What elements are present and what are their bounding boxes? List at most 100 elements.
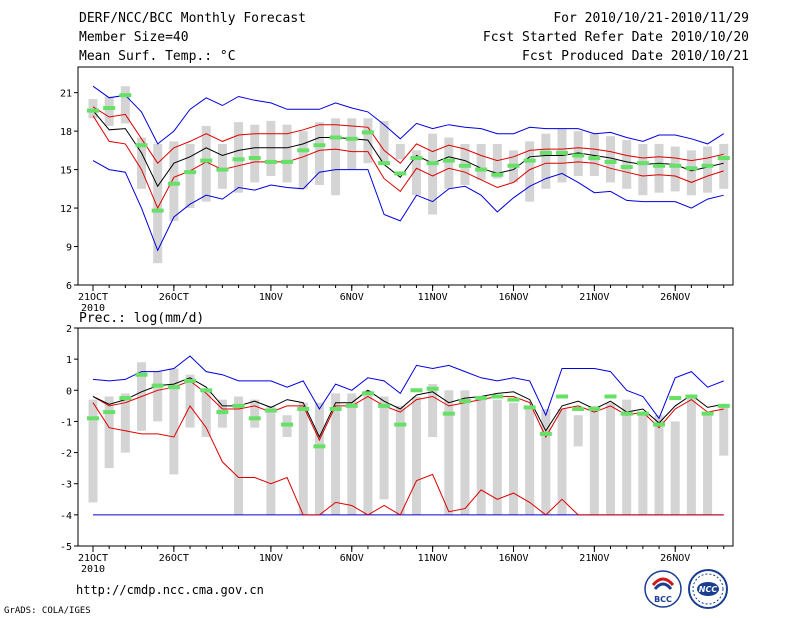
precip-range-box <box>638 415 648 515</box>
precip-range-box <box>606 402 616 515</box>
temp-range-box <box>217 143 227 189</box>
precip-range-box <box>719 405 729 456</box>
precip-range-box <box>266 405 276 515</box>
ncc-logo-icon: NCC <box>688 569 728 609</box>
temp-median-marker <box>232 157 245 162</box>
precip-range-box <box>201 390 211 437</box>
temp-variable-label: Mean Surf. Temp.: °C <box>79 49 236 64</box>
footer-url[interactable]: http://cmdp.ncc.cma.gov.cn <box>76 583 264 597</box>
temp-median-marker <box>604 159 617 164</box>
precip-range-box <box>508 402 518 515</box>
precip-median-marker <box>345 403 358 408</box>
temp-range-box <box>638 143 648 196</box>
precip-range-box <box>185 374 195 428</box>
precip-range-box <box>622 399 632 515</box>
temp-range-box <box>444 137 454 189</box>
temp-range-box <box>622 140 632 189</box>
precip-range-box <box>120 393 130 453</box>
precip-range-box <box>395 405 405 515</box>
precip-median-marker <box>378 403 391 408</box>
precip-median-marker <box>556 394 569 399</box>
precip-x-tick-label: 16NOV <box>498 553 528 564</box>
precip-x-tick-year-label: 2010 <box>81 564 105 575</box>
precip-y-tick-label: -5 <box>60 542 72 553</box>
precip-x-tick-label: 6NOV <box>340 553 364 564</box>
temp-median-marker <box>523 158 536 163</box>
forecast-started-label: Fcst Started Refer Date 2010/10/20 <box>482 30 749 45</box>
temp-x-tick-year-label: 2010 <box>81 303 105 314</box>
temp-y-tick-label: 15 <box>60 166 72 177</box>
precip-median-marker <box>394 422 407 427</box>
temp-range-box <box>250 124 260 183</box>
precip-median-marker <box>119 396 132 401</box>
precip-median-marker <box>717 403 730 408</box>
precip-median-marker <box>701 411 714 416</box>
chart-title: DERF/NCC/BCC Monthly Forecast <box>79 11 306 26</box>
temp-median-marker <box>103 106 116 111</box>
precip-median-marker <box>264 408 277 413</box>
precip-max-line <box>92 355 724 420</box>
precip-median-marker <box>103 410 116 415</box>
temp-x-tick-label: 21OCT <box>78 292 108 303</box>
temp-range-box <box>282 124 292 183</box>
temp-x-tick-label: 6NOV <box>340 292 364 303</box>
precip-range-box <box>476 396 486 515</box>
temp-range-box <box>719 143 729 189</box>
precip-median-marker <box>248 416 261 421</box>
temp-median-marker <box>329 135 342 140</box>
temp-median-marker <box>491 172 504 177</box>
precip-median-marker <box>297 406 310 411</box>
temp-x-tick-label: 11NOV <box>418 292 448 303</box>
precip-range-box <box>88 399 98 503</box>
precip-y-tick-label: 2 <box>66 324 72 335</box>
precip-median-marker <box>458 399 471 404</box>
temp-median-marker <box>345 136 358 141</box>
temp-median-marker <box>572 153 585 158</box>
forecast-produced-label: Fcst Produced Date 2010/10/21 <box>522 49 749 64</box>
precip-range-box <box>670 421 680 515</box>
temp-plot-frame <box>77 66 734 286</box>
precip-range-box <box>428 384 438 437</box>
temp-max-line <box>92 85 724 145</box>
precip-range-box <box>557 408 567 515</box>
bcc-logo-icon: BCC <box>644 570 682 608</box>
temp-median-marker <box>426 161 439 166</box>
temp-median-marker <box>378 161 391 166</box>
temp-median-marker <box>248 156 261 161</box>
temp-median-marker <box>507 163 520 168</box>
precip-range-box <box>331 393 341 515</box>
temp-range-box <box>314 122 324 185</box>
precip-range-box <box>314 402 324 515</box>
precip-range-box <box>654 415 664 515</box>
precip-variable-label: Prec.: log(mm/d) <box>79 311 205 326</box>
precip-x-tick-label: 21NOV <box>579 553 609 564</box>
precip-median-marker <box>653 422 666 427</box>
precip-median-marker <box>151 383 164 388</box>
precip-y-tick-label: -2 <box>60 449 72 460</box>
precip-x-tick-label: 26OCT <box>159 553 189 564</box>
temp-range-box <box>541 133 551 189</box>
temp-range-box <box>120 86 130 124</box>
precip-range-box <box>347 393 357 515</box>
temp-median-marker <box>200 158 213 163</box>
precip-range-box <box>703 412 713 515</box>
temp-range-box <box>266 120 276 176</box>
temp-range-box <box>137 137 147 189</box>
precip-range-box <box>589 405 599 515</box>
precip-range-box <box>169 368 179 475</box>
temp-x-tick-label: 1NOV <box>259 292 283 303</box>
member-size-label: Member Size=40 <box>79 30 189 45</box>
precip-median-marker <box>216 410 229 415</box>
precip-upper-spread-line <box>92 380 724 442</box>
precip-median-marker <box>410 388 423 393</box>
temp-median-marker <box>669 163 682 168</box>
temp-range-box <box>185 143 195 209</box>
precip-median-marker <box>442 411 455 416</box>
precip-median-marker <box>588 406 601 411</box>
precip-y-tick-label: -1 <box>60 417 72 428</box>
temp-range-box <box>428 133 438 215</box>
temp-median-marker <box>281 159 294 164</box>
precip-median-marker <box>361 391 374 396</box>
temp-median-marker <box>264 159 277 164</box>
